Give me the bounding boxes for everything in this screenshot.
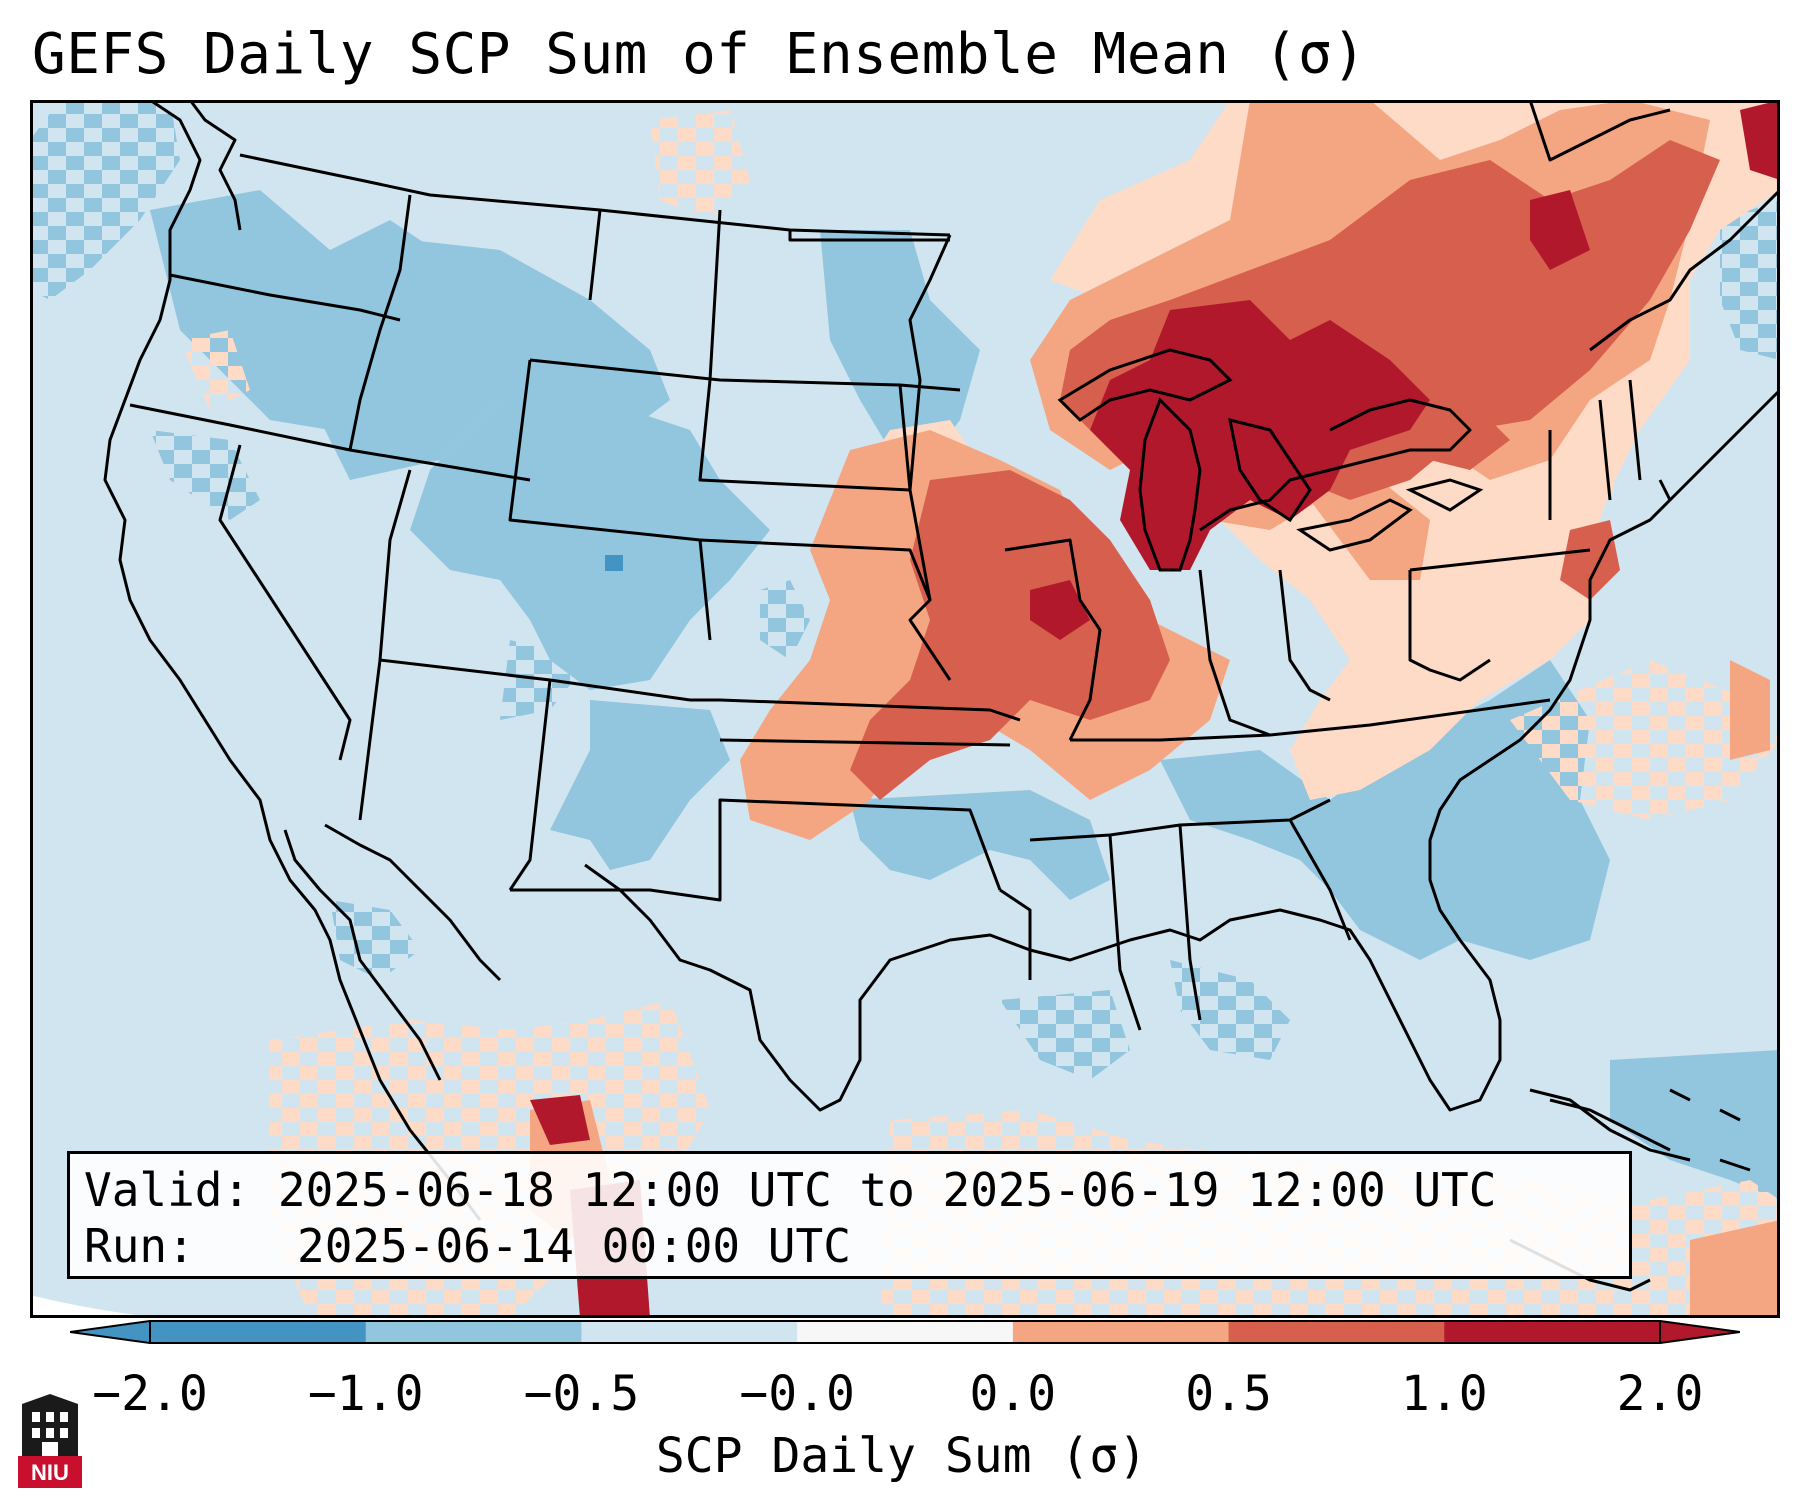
colorbar-segment	[365, 1321, 582, 1343]
colorbar-segment	[150, 1321, 367, 1343]
niu-logo: NIU	[18, 1394, 82, 1488]
colorbar-tick-label: −0.0	[739, 1366, 855, 1422]
colorbar-label: SCP Daily Sum (σ)	[655, 1428, 1148, 1484]
logo-text: NIU	[31, 1460, 69, 1485]
map-title: GEFS Daily SCP Sum of Ensemble Mean (σ)	[32, 22, 1367, 87]
colorbar-segment	[1012, 1321, 1230, 1343]
colorbar-extend-left	[70, 1320, 151, 1344]
caribbean-islands	[1549, 1088, 1751, 1172]
great-lakes	[1057, 348, 1484, 572]
colorbar-extend-right	[1659, 1320, 1740, 1344]
valid-line: Valid: 2025-06-18 12:00 UTC to 2025-06-1…	[84, 1162, 1629, 1218]
colorbar-tick-label: −0.5	[523, 1366, 640, 1422]
logo-building-icon	[22, 1394, 78, 1456]
validity-info-box: Valid: 2025-06-18 12:00 UTC to 2025-06-1…	[67, 1151, 1632, 1279]
run-line: Run: 2025-06-14 00:00 UTC	[84, 1218, 1629, 1274]
coastline-borders	[103, 100, 1780, 1292]
colorbar-tick-label: 1.0	[1400, 1366, 1488, 1422]
colorbar-tick-label: 0.5	[1185, 1366, 1272, 1422]
colorbar-segment	[1228, 1321, 1445, 1343]
colorbar	[70, 1320, 1740, 1344]
valid-label: Valid:	[84, 1163, 251, 1217]
run-time: 2025-06-14 00:00 UTC	[297, 1219, 851, 1273]
map-frame	[30, 100, 1780, 1318]
valid-range: 2025-06-18 12:00 UTC to 2025-06-19 12:00…	[277, 1163, 1497, 1217]
negative-anomaly-regions	[30, 100, 1780, 1200]
state-borders	[129, 153, 1642, 1031]
colorbar-segment	[797, 1321, 1014, 1343]
colorbar-tick-label: −2.0	[92, 1366, 208, 1422]
strong-negative-cell	[605, 555, 623, 571]
scp-map	[30, 100, 1780, 1318]
colorbar-tick-label: −1.0	[307, 1366, 424, 1422]
run-label: Run:	[84, 1219, 195, 1273]
colorbar-frame	[149, 1320, 1661, 1344]
colorbar-tick-label: 0.0	[969, 1366, 1057, 1422]
colorbar-tick-label: 2.0	[1616, 1366, 1704, 1422]
colorbar-segment	[581, 1321, 798, 1343]
colorbar-segment	[1444, 1321, 1661, 1343]
